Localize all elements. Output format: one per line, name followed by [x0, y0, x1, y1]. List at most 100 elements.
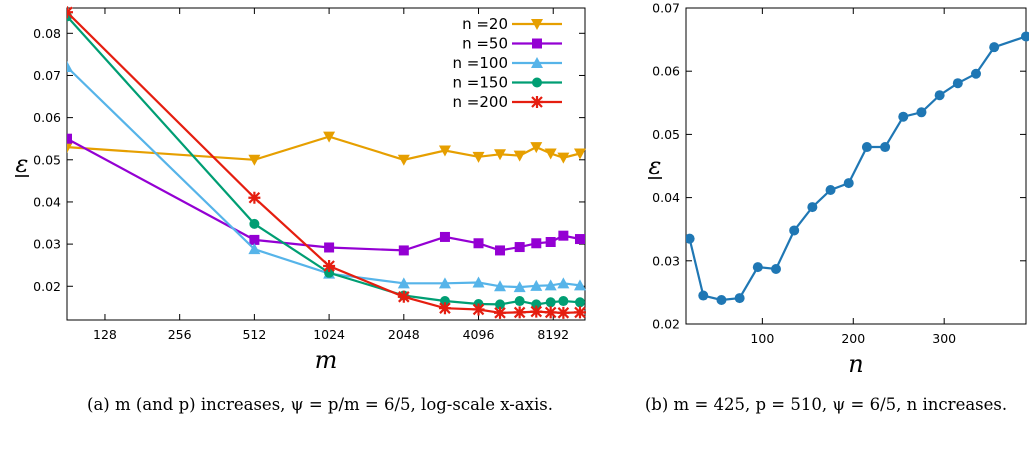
- x-tick-label: 2048: [388, 327, 420, 342]
- data-point: [557, 152, 570, 164]
- data-point: [323, 131, 336, 143]
- data-point: [825, 185, 836, 196]
- data-point: [971, 68, 981, 79]
- data-point: [573, 279, 586, 291]
- data-point: [513, 281, 526, 293]
- x-axis-label: n: [848, 350, 863, 378]
- legend-marker: [531, 96, 543, 108]
- data-point: [557, 306, 570, 319]
- data-point: [545, 237, 556, 247]
- x-tick-label: 200: [841, 331, 865, 346]
- data-point: [880, 142, 891, 153]
- data-point: [934, 90, 945, 101]
- plot-frame: [66, 7, 586, 321]
- data-point: [323, 260, 336, 273]
- series-group: [686, 31, 1029, 305]
- y-tick-label: 0.08: [33, 26, 61, 41]
- data-point: [472, 151, 485, 163]
- data-point: [248, 191, 261, 204]
- data-point: [531, 299, 542, 310]
- plot-frame: [685, 7, 1027, 325]
- data-point: [513, 150, 526, 162]
- y-tick-label: 0.02: [652, 317, 680, 332]
- data-point: [473, 238, 484, 249]
- series-group: [67, 6, 586, 319]
- data-point: [916, 107, 927, 118]
- data-point: [574, 234, 585, 245]
- data-point: [530, 142, 543, 154]
- chart-b: 0.02 0.03 0.04 0.05 0.06 0.07 100 200 300 n ε: [648, 1, 1029, 378]
- x-tick-label: 128: [93, 327, 117, 342]
- data-point: [789, 225, 800, 236]
- caption-b: (b) m = 425, p = 510, ψ = 6/5, n increas…: [644, 395, 1008, 414]
- data-point: [397, 290, 410, 303]
- y-tick-label: 0.06: [652, 64, 680, 79]
- data-point: [686, 233, 695, 244]
- data-point: [544, 306, 557, 319]
- data-point: [1021, 31, 1029, 42]
- data-point: [398, 245, 409, 256]
- data-point: [495, 245, 506, 256]
- y-axis-label: ε: [649, 152, 662, 180]
- data-point: [514, 296, 525, 307]
- data-point: [67, 6, 73, 19]
- data-point: [514, 242, 525, 253]
- data-point: [698, 290, 709, 301]
- y-axis-label: ε: [16, 150, 29, 178]
- y-tick-label: 0.04: [33, 194, 61, 209]
- y-tick-label: 0.07: [33, 68, 61, 83]
- data-point: [573, 306, 586, 319]
- y-tick-label: 0.02: [33, 279, 61, 294]
- data-point: [898, 111, 909, 122]
- legend-label: n =20: [462, 15, 508, 33]
- data-point: [249, 218, 260, 229]
- data-point: [494, 149, 507, 161]
- x-tick-label: 300: [932, 331, 956, 346]
- data-point: [952, 78, 963, 89]
- data-point: [494, 280, 507, 292]
- x-tick-label: 8192: [537, 327, 569, 342]
- data-point: [249, 234, 260, 245]
- series-line-0: [67, 135, 581, 161]
- data-point: [513, 306, 526, 319]
- data-point: [530, 305, 543, 318]
- legend-label: n =150: [453, 74, 508, 92]
- data-point: [573, 148, 586, 160]
- legend-marker: [531, 19, 543, 30]
- data-point: [67, 142, 73, 154]
- caption-a: (a) m (and p) increases, ψ = p/m = 6/5, …: [87, 395, 553, 414]
- x-axis-label: m: [315, 346, 338, 374]
- y-tick-label: 0.06: [33, 110, 61, 125]
- legend-label: n =100: [453, 54, 508, 72]
- data-point: [989, 42, 1000, 53]
- data-point: [574, 297, 585, 308]
- y-tick-label: 0.05: [652, 127, 680, 142]
- data-point: [495, 299, 506, 310]
- data-point: [472, 303, 485, 316]
- data-point: [716, 294, 727, 305]
- data-point: [807, 202, 818, 213]
- data-point: [843, 178, 854, 189]
- data-point: [472, 276, 485, 288]
- data-point: [545, 297, 556, 308]
- data-point: [438, 302, 451, 315]
- data-point: [558, 296, 569, 307]
- data-point: [530, 279, 543, 291]
- data-point: [439, 231, 450, 242]
- data-point: [531, 238, 542, 249]
- y-tick-label: 0.03: [652, 253, 680, 268]
- data-point: [557, 277, 570, 289]
- legend-label: n =200: [453, 93, 508, 111]
- legend-marker: [532, 77, 542, 88]
- y-tick-label: 0.04: [652, 190, 680, 205]
- x-tick-label: 100: [750, 331, 774, 346]
- y-tick-label: 0.03: [33, 237, 61, 252]
- data-point: [861, 142, 872, 153]
- data-point: [771, 264, 781, 275]
- legend-label: n =50: [462, 35, 508, 53]
- x-tick-label: 4096: [463, 327, 495, 342]
- data-point: [67, 133, 72, 144]
- legend-marker: [531, 57, 543, 68]
- chart-a: 0.02 0.03 0.04 0.05 0.06 0.07 0.08 128 256 512 102…: [15, 6, 586, 374]
